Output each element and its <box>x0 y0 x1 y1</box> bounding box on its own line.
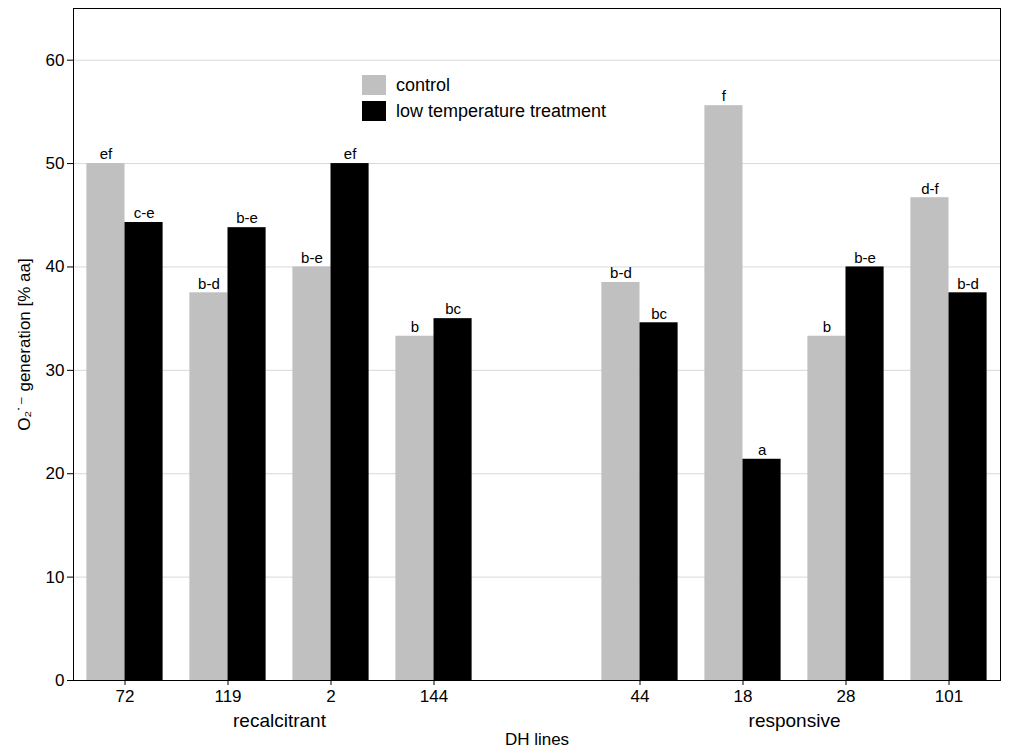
svg-text:b-d: b-d <box>198 275 220 292</box>
svg-text:ef: ef <box>344 145 357 162</box>
svg-text:b: b <box>411 318 419 335</box>
svg-text:O₂˙⁻ generation [% aa]: O₂˙⁻ generation [% aa] <box>15 258 34 430</box>
svg-text:144: 144 <box>420 687 448 706</box>
svg-text:72: 72 <box>116 687 135 706</box>
svg-text:b-d: b-d <box>957 275 979 292</box>
svg-text:0: 0 <box>55 671 64 690</box>
svg-text:b-e: b-e <box>301 249 323 266</box>
svg-text:101: 101 <box>935 687 963 706</box>
svg-text:119: 119 <box>214 687 241 706</box>
svg-text:ef: ef <box>100 145 113 162</box>
svg-text:bc: bc <box>651 305 667 322</box>
svg-text:b-e: b-e <box>236 209 258 226</box>
svg-text:responsive: responsive <box>749 710 841 731</box>
svg-text:60: 60 <box>46 51 65 70</box>
svg-text:20: 20 <box>46 464 65 483</box>
svg-text:DH lines: DH lines <box>505 730 569 749</box>
svg-text:recalcitrant: recalcitrant <box>233 710 327 731</box>
svg-text:b: b <box>823 318 831 335</box>
html-text:control: control <box>396 75 450 95</box>
svg-text:b-d: b-d <box>610 264 632 281</box>
svg-text:44: 44 <box>631 687 650 706</box>
svg-text:18: 18 <box>734 687 753 706</box>
svg-text:2: 2 <box>326 687 335 706</box>
svg-text:30: 30 <box>46 361 65 380</box>
svg-text:50: 50 <box>46 154 65 173</box>
svg-text:a: a <box>758 441 767 458</box>
svg-text:f: f <box>722 87 727 104</box>
html-text:low temperature treatment: low temperature treatment <box>396 101 607 121</box>
svg-text:10: 10 <box>46 568 65 587</box>
svg-text:40: 40 <box>46 257 65 276</box>
svg-text:bc: bc <box>445 300 461 317</box>
svg-text:c-e: c-e <box>134 204 155 221</box>
svg-text:b-e: b-e <box>854 249 876 266</box>
svg-text:28: 28 <box>837 687 856 706</box>
svg-text:d-f: d-f <box>921 179 939 196</box>
